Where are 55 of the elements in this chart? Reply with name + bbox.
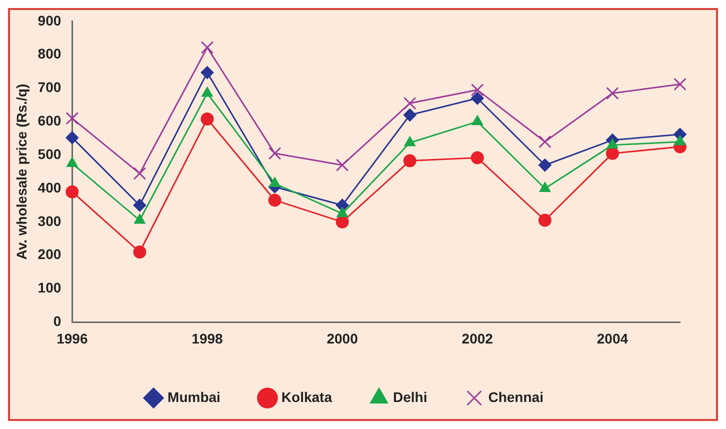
point (674, 135, 686, 146)
legend-label: Chennai (488, 388, 544, 405)
point (66, 131, 79, 144)
point (133, 246, 146, 259)
point (403, 96, 416, 110)
point (200, 112, 214, 126)
y-tick-label: 800 (38, 46, 62, 62)
point (606, 146, 619, 160)
point (606, 86, 619, 100)
y-tick-label: 500 (38, 146, 62, 162)
point (538, 135, 552, 148)
point (133, 198, 146, 212)
point (66, 185, 79, 198)
point (538, 214, 552, 227)
point (472, 115, 484, 126)
point (66, 112, 79, 125)
point (66, 156, 78, 167)
legend-label: Mumbai (168, 388, 220, 405)
x-tick-label: 2004 (596, 330, 628, 346)
point (606, 138, 618, 149)
point (404, 136, 416, 146)
y-tick-label: 900 (38, 12, 62, 28)
y-tick-label: 400 (38, 179, 62, 196)
point (336, 158, 349, 172)
point (336, 207, 348, 218)
point (403, 154, 416, 168)
point (539, 182, 551, 192)
y-tick-label: 0 (53, 313, 62, 330)
point (470, 151, 484, 164)
point (268, 194, 282, 207)
point (200, 66, 214, 80)
point (470, 92, 484, 105)
legend-label: Delhi (393, 388, 428, 405)
point (470, 84, 484, 96)
y-tick-label: 100 (38, 280, 62, 296)
point (674, 78, 686, 91)
y-tick-label: 200 (38, 246, 62, 262)
point (336, 215, 349, 228)
point (134, 214, 146, 224)
point (403, 108, 416, 122)
y-tick-label: 600 (38, 112, 62, 129)
x-tick-label: 1996 (56, 330, 88, 346)
point (268, 147, 282, 160)
x-tick-label: 1998 (192, 330, 224, 346)
x-tick-label: 2002 (462, 330, 494, 346)
point (202, 86, 213, 97)
point (269, 177, 280, 187)
point (200, 41, 214, 54)
legend-label: Kolkata (281, 388, 332, 405)
y-tick-label: 300 (38, 212, 62, 229)
point (538, 158, 552, 172)
x-tick-label: 2000 (326, 330, 358, 346)
y-tick-label: 700 (38, 79, 62, 96)
point (133, 167, 146, 180)
y-axis-title: Av. wholesale price (Rs./q) (13, 84, 30, 260)
